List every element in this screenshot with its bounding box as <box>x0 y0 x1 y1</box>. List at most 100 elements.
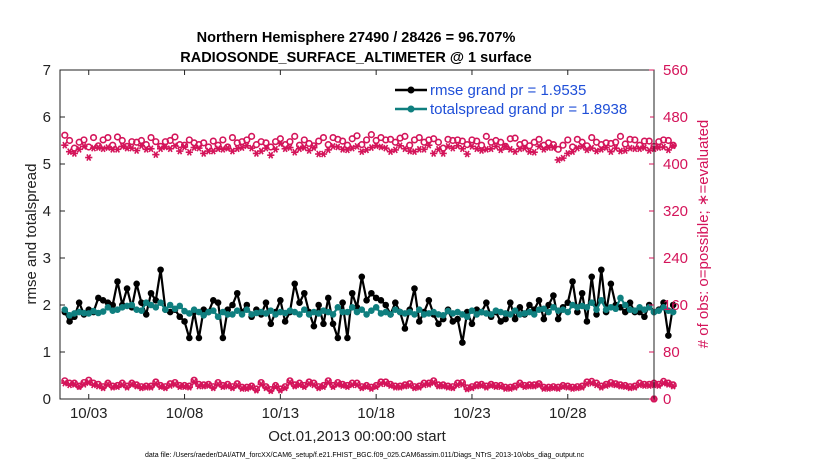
upper-possible-marker <box>291 132 299 140</box>
totalspread-point <box>104 304 112 311</box>
upper-evaluated-marker <box>219 145 227 153</box>
y-right-tick-label: 320 <box>663 203 688 220</box>
totalspread-point <box>530 311 538 318</box>
totalspread-point <box>195 308 203 316</box>
upper-evaluated-marker <box>271 145 280 153</box>
chart-title: Northern Hemisphere 27490 / 28426 = 96.7… <box>197 30 516 46</box>
totalspread-point <box>99 308 107 315</box>
totalspread-point <box>631 307 639 314</box>
totalspread-point <box>468 307 476 314</box>
upper-possible-marker <box>439 144 447 152</box>
upper-possible-marker <box>640 137 649 145</box>
evaluated-marker <box>612 381 620 389</box>
totalspread-point <box>358 306 366 314</box>
totalspread-point <box>61 306 69 314</box>
upper-possible-marker <box>147 133 155 142</box>
totalspread-point <box>233 307 241 314</box>
evaluated-marker <box>396 383 404 391</box>
legend-totalspread-marker <box>407 105 415 113</box>
evaluated-marker <box>439 382 447 390</box>
y-right-tick-label: 560 <box>663 62 688 79</box>
rmse-point <box>277 297 284 304</box>
upper-evaluated-marker <box>85 154 93 162</box>
upper-possible-marker <box>430 135 438 143</box>
possible-marker <box>281 383 289 391</box>
y-left-tick-label: 3 <box>43 250 51 267</box>
upper-possible-marker <box>89 133 98 142</box>
upper-evaluated-marker <box>180 143 189 151</box>
rmse-point <box>641 313 648 321</box>
y-left-tick-label: 5 <box>43 156 51 173</box>
upper-evaluated-marker <box>176 147 184 155</box>
evaluated-marker <box>185 383 193 391</box>
rmse-point <box>142 311 150 318</box>
upper-possible-marker <box>463 141 471 149</box>
totalspread-point <box>363 311 370 318</box>
evaluated-marker <box>281 384 289 392</box>
possible-marker <box>252 385 261 393</box>
rmse-point <box>157 266 164 274</box>
upper-evaluated-marker <box>612 144 620 152</box>
evaluated-marker <box>166 381 174 390</box>
plot-area <box>61 131 677 403</box>
upper-evaluated-marker <box>152 151 160 159</box>
upper-possible-marker <box>300 136 308 144</box>
rmse-point <box>588 273 596 281</box>
totalspread-point <box>439 312 447 319</box>
rmse-point <box>363 297 370 304</box>
upper-evaluated-marker <box>463 150 471 158</box>
rmse-point <box>516 304 524 311</box>
upper-possible-marker <box>564 136 572 144</box>
possible-marker <box>271 381 280 390</box>
upper-possible-marker <box>554 145 562 153</box>
plot-frame <box>59 69 655 400</box>
upper-possible-marker <box>166 136 174 145</box>
possible-marker <box>176 381 184 390</box>
rmse-point <box>377 297 385 304</box>
rmse-point <box>569 278 576 285</box>
rmse-point <box>296 299 303 306</box>
evaluated-marker <box>267 387 275 395</box>
upper-evaluated-marker <box>530 148 538 156</box>
upper-possible-marker <box>568 143 577 151</box>
upper-possible-marker <box>219 136 227 144</box>
x-axis-label: Oct.01,2013 00:00:00 start <box>268 428 446 445</box>
upper-evaluated-marker <box>669 142 677 150</box>
upper-evaluated-marker <box>224 144 232 152</box>
rmse-point <box>411 285 418 292</box>
upper-possible-marker <box>645 137 653 145</box>
upper-possible-marker <box>137 136 146 145</box>
evaluated-marker <box>487 381 495 390</box>
totalspread-point <box>176 302 184 310</box>
evaluated-marker <box>209 384 217 392</box>
upper-evaluated-marker <box>70 149 78 157</box>
y-right-tick-label: 480 <box>663 109 688 126</box>
upper-evaluated-marker <box>640 144 649 152</box>
upper-evaluated-marker <box>185 148 193 156</box>
evaluated-marker <box>535 381 543 389</box>
rmse-point <box>415 318 423 325</box>
evaluated-marker <box>123 383 131 391</box>
upper-evaluated-marker <box>147 145 155 153</box>
totalspread-point <box>463 313 471 321</box>
totalspread-point <box>224 311 231 318</box>
rmse-point <box>526 301 533 309</box>
upper-possible-marker <box>65 136 74 145</box>
legend-totalspread-label: totalspread grand pr = 1.8938 <box>430 101 627 118</box>
rmse-point <box>358 273 366 281</box>
upper-evaluated-marker <box>137 142 146 150</box>
evaluated-marker <box>334 380 342 388</box>
evaluated-marker <box>286 379 294 387</box>
upper-evaluated-marker <box>425 141 433 149</box>
upper-evaluated-marker <box>535 142 543 150</box>
evaluated-marker <box>271 383 280 391</box>
rmse-point <box>176 313 184 321</box>
upper-evaluated-marker <box>94 144 102 152</box>
totalspread-point <box>80 309 88 317</box>
upper-possible-marker <box>80 136 88 144</box>
totalspread-point <box>368 307 375 314</box>
rmse-point <box>229 301 236 309</box>
upper-possible-marker <box>142 141 150 149</box>
upper-evaluated-marker <box>559 154 567 162</box>
upper-evaluated-marker <box>578 142 586 150</box>
